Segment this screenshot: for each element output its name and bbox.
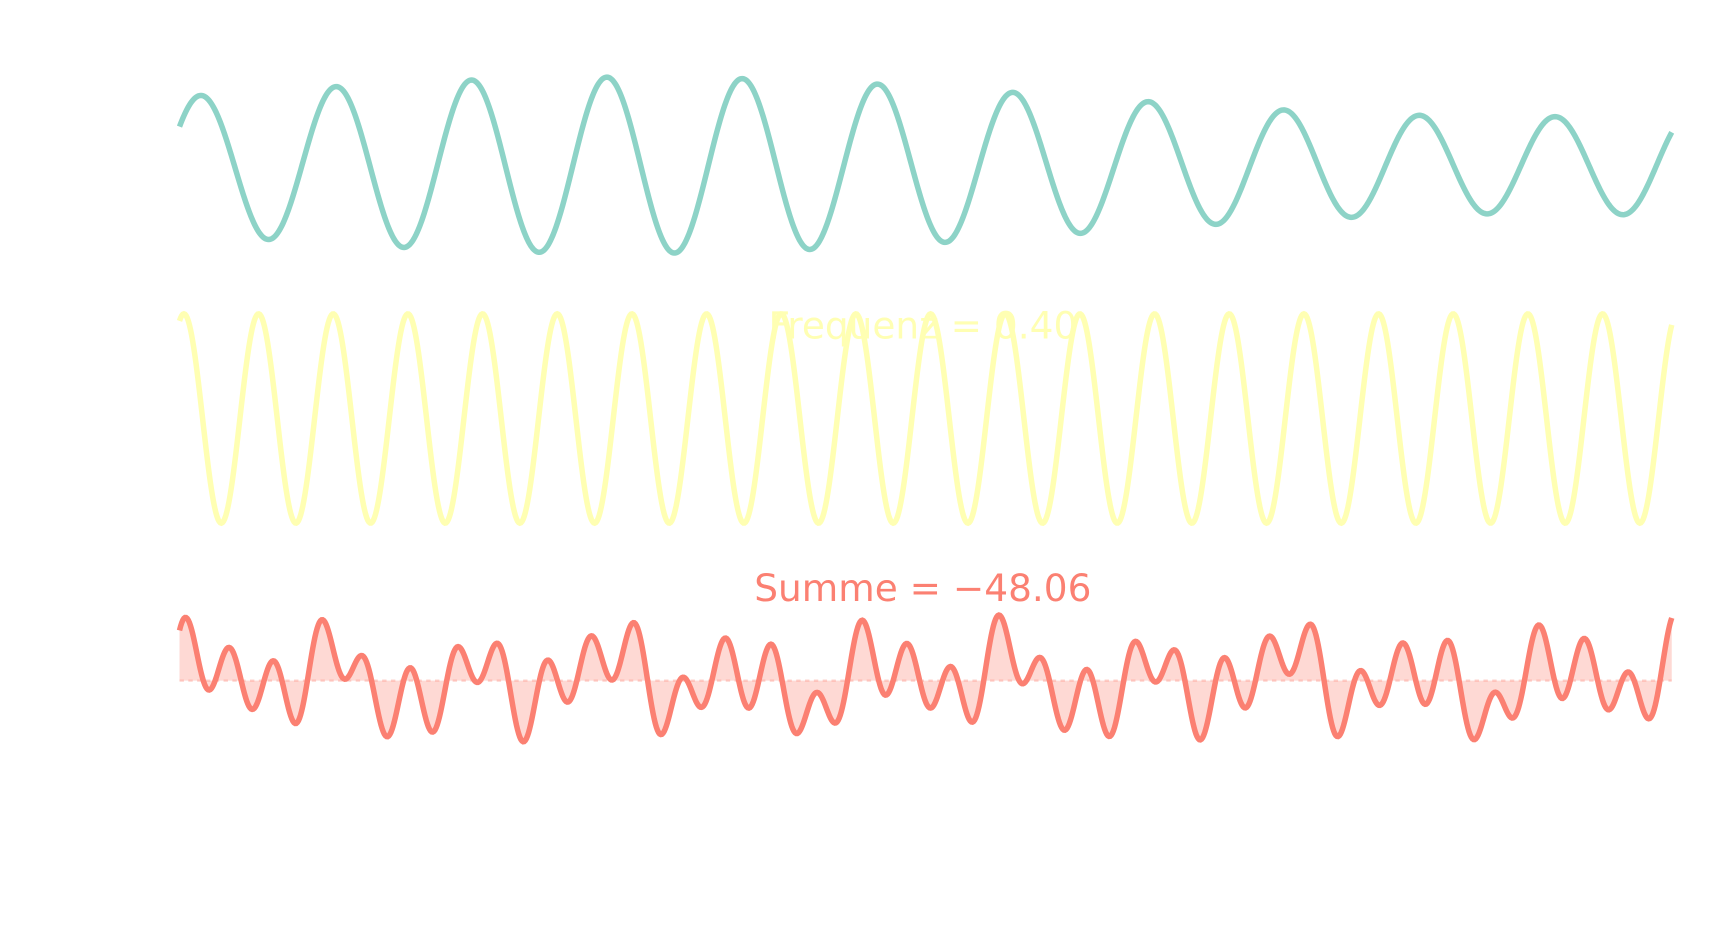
wave-2 bbox=[176, 310, 1675, 527]
wave-1 bbox=[176, 74, 1675, 256]
frequency-label: Frequenz = 0.40 bbox=[768, 304, 1077, 348]
waves bbox=[176, 74, 1675, 745]
sum-wave bbox=[176, 612, 1675, 745]
sum-label: Summe = −48.06 bbox=[754, 566, 1091, 610]
